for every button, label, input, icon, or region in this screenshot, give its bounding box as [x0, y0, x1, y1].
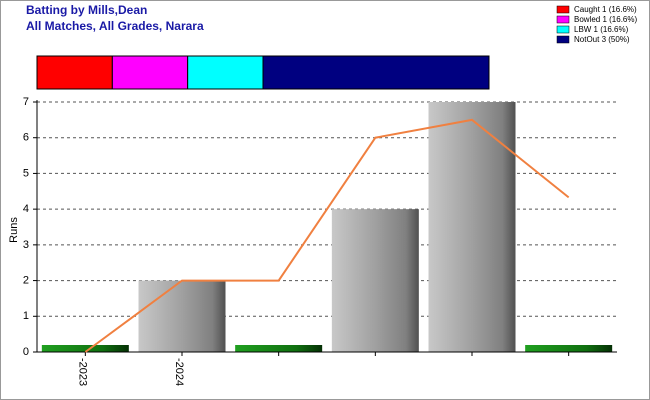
legend-label: Bowled 1 (16.6%): [574, 15, 637, 24]
y-tick-label: 2: [23, 274, 29, 286]
x-tick-label: -2024: [173, 358, 185, 386]
y-tick-label: 7: [23, 96, 29, 108]
legend-label: NotOut 3 (50%): [574, 35, 630, 44]
bar: [138, 280, 226, 352]
trend-line: [84, 118, 570, 353]
dismissal-segment: [111, 55, 189, 90]
zero-bar: [525, 345, 613, 352]
legend-swatch: [556, 5, 570, 14]
chart-title: Batting by Mills,Dean: [26, 3, 147, 17]
y-tick-label: 0: [23, 346, 29, 358]
y-tick-label: 6: [23, 132, 29, 144]
zero-bar: [235, 345, 323, 352]
legend-swatch: [556, 25, 570, 34]
zero-bar: [41, 345, 129, 352]
dismissal-segment: [262, 55, 490, 90]
dismissal-segment: [36, 55, 113, 90]
chart-subtitle: All Matches, All Grades, Narara: [26, 19, 204, 33]
y-tick-label: 4: [23, 203, 29, 215]
bar: [428, 102, 516, 352]
bar: [331, 209, 419, 352]
y-tick-label: 5: [23, 167, 29, 179]
legend-label: Caught 1 (16.6%): [574, 5, 637, 14]
legend-swatch: [556, 35, 570, 44]
dismissal-segment: [187, 55, 264, 90]
y-tick-label: 1: [23, 310, 29, 322]
y-axis-label: Runs: [8, 217, 20, 243]
y-tick-label: 3: [23, 239, 29, 251]
x-tick-label: -2023: [76, 358, 88, 386]
legend-swatch: [556, 15, 570, 24]
legend-label: LBW 1 (16.6%): [574, 25, 629, 34]
